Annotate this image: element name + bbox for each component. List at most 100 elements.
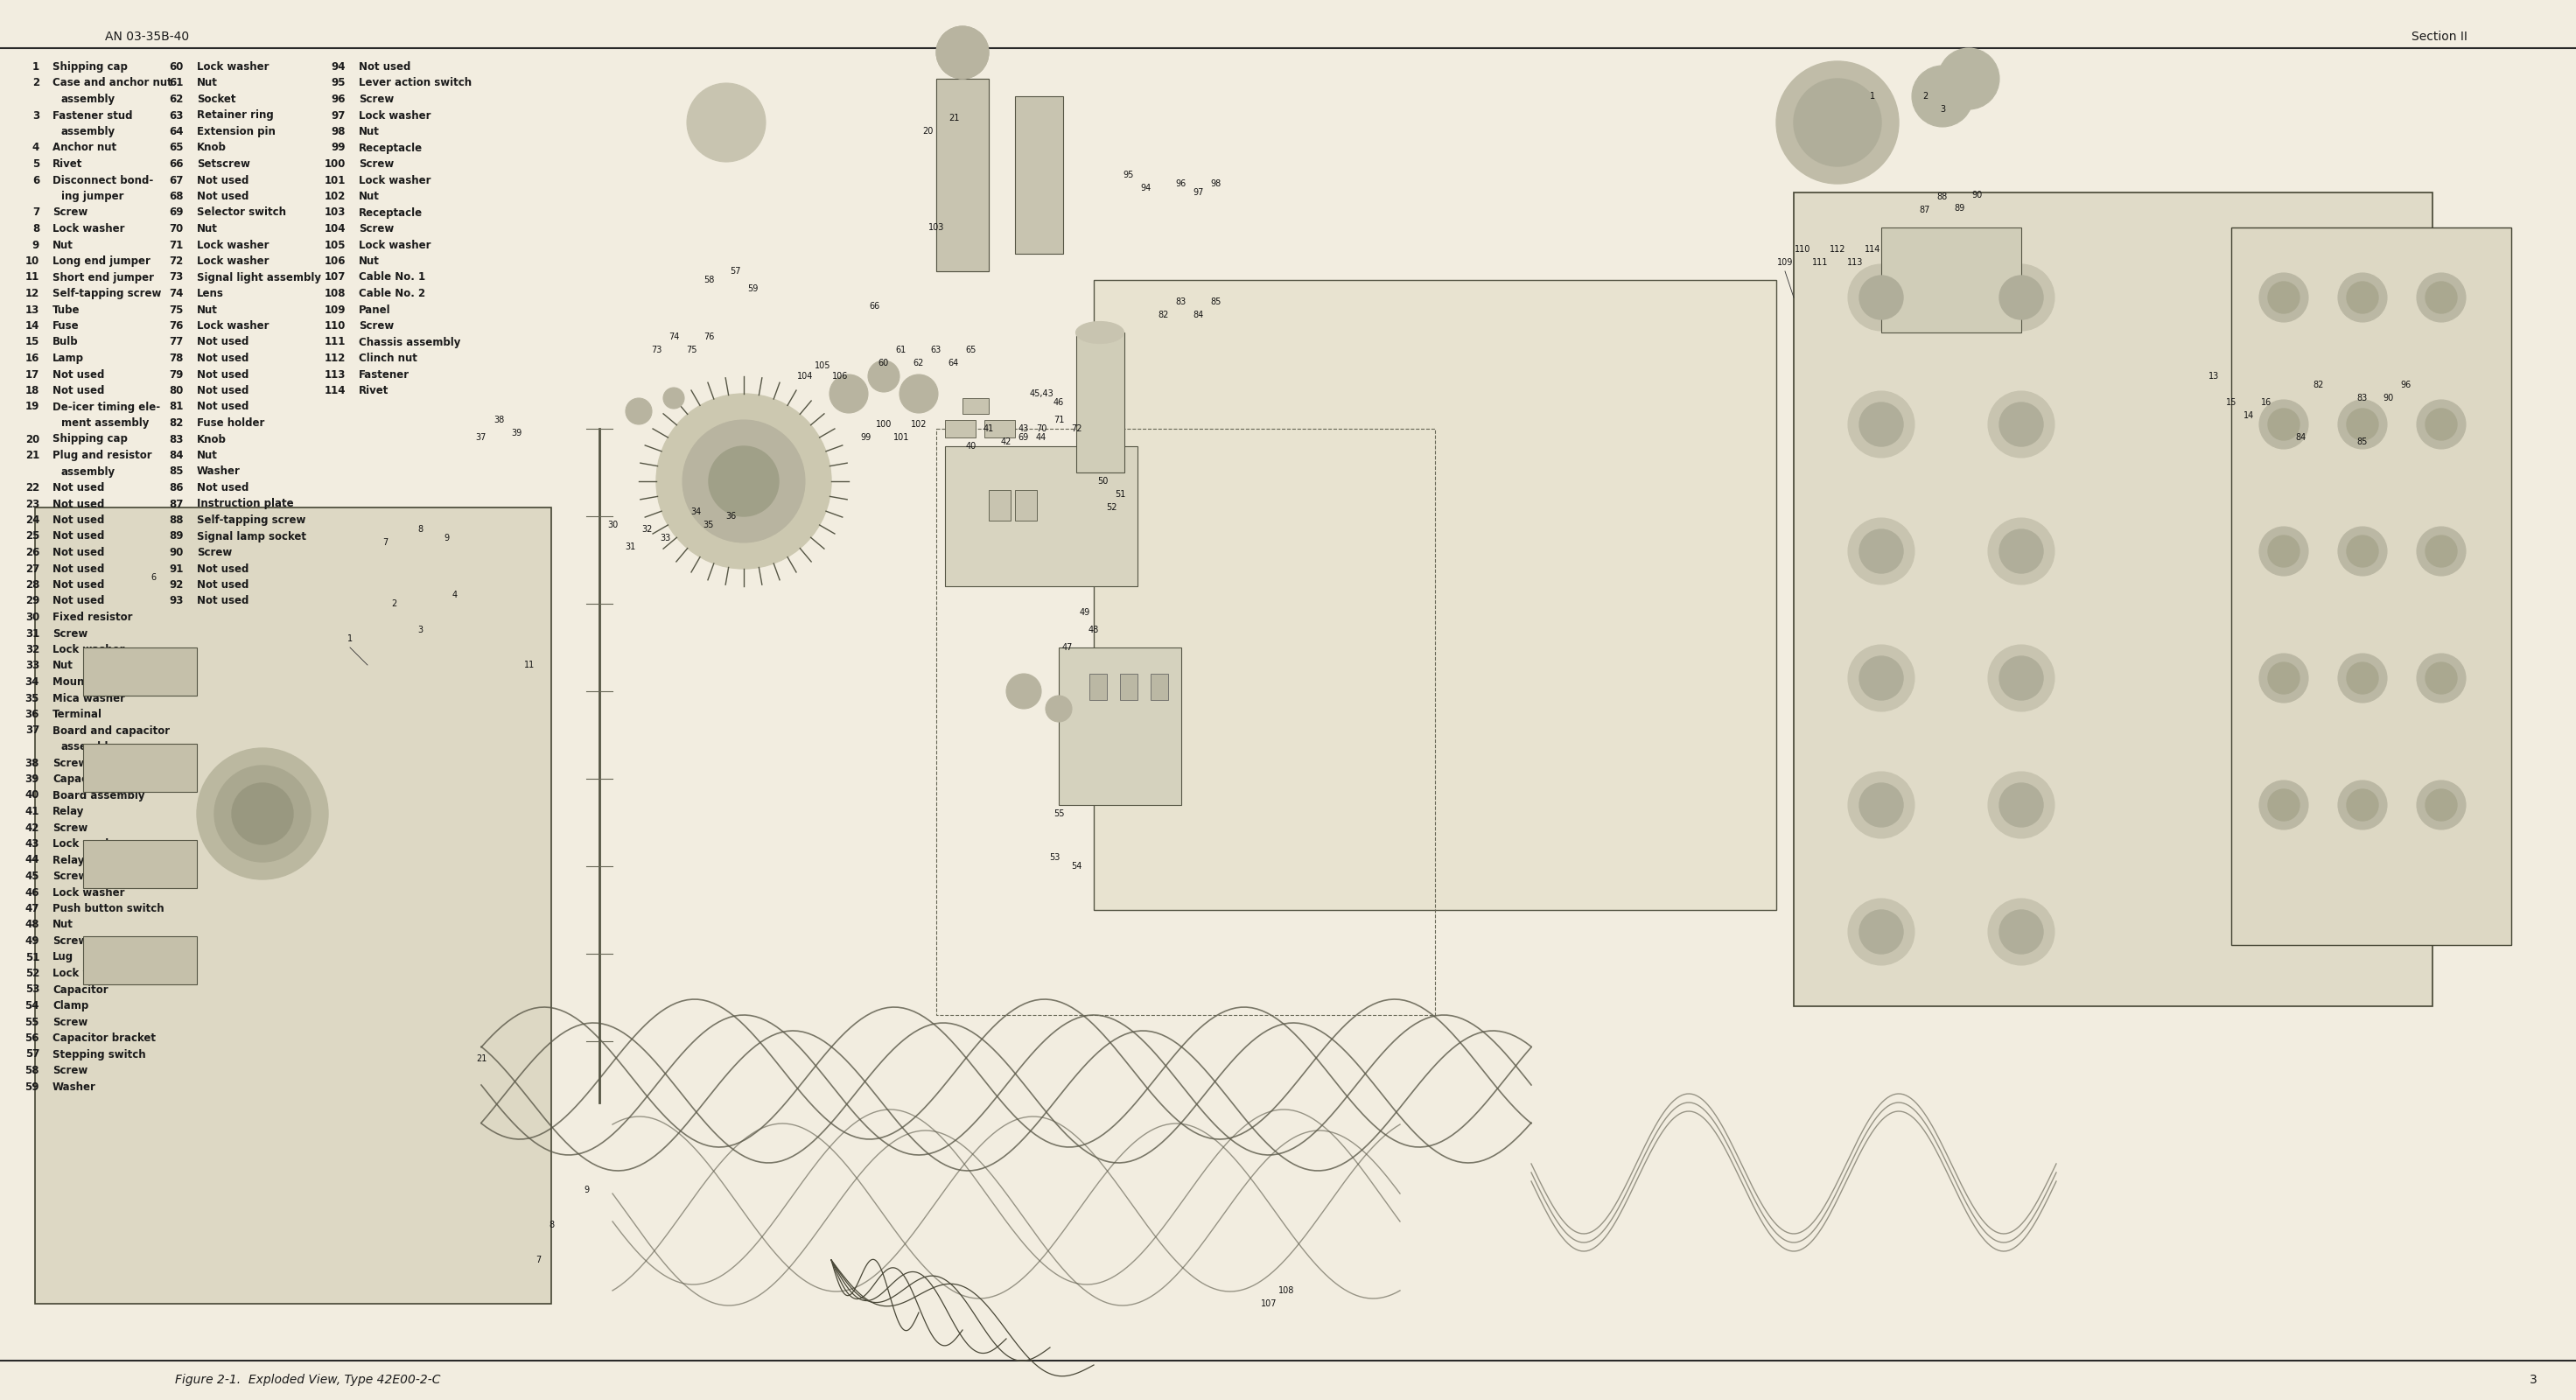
Text: 103: 103 [325,207,345,218]
Text: 33: 33 [659,533,670,542]
Text: 73: 73 [652,346,662,354]
Circle shape [2267,662,2300,694]
Circle shape [1860,783,1904,827]
Text: Selector switch: Selector switch [196,207,286,218]
Text: Not used: Not used [196,368,250,381]
Text: 99: 99 [332,143,345,154]
Text: assembly: assembly [62,94,116,105]
Circle shape [1989,518,2056,585]
Text: assembly: assembly [62,126,116,137]
Circle shape [1847,771,1914,839]
Text: 108: 108 [325,288,345,300]
Text: Screw: Screw [196,547,232,559]
Text: 7: 7 [536,1256,541,1264]
Text: Retainer ring: Retainer ring [196,109,273,122]
Text: Plug and resistor: Plug and resistor [52,449,152,461]
Circle shape [935,27,989,78]
Text: 2: 2 [1922,92,1927,101]
Circle shape [1860,403,1904,447]
Bar [963,398,989,414]
Text: 56: 56 [26,1033,39,1044]
Text: Screw: Screw [52,822,88,833]
Text: Figure 2-1.  Exploded View, Type 42E00-2-C: Figure 2-1. Exploded View, Type 42E00-2-… [175,1373,440,1386]
Text: 7: 7 [381,538,389,547]
Text: 111: 111 [1811,258,1829,267]
Bar [935,78,989,272]
Text: 110: 110 [325,321,345,332]
Circle shape [1847,899,1914,965]
Text: Board assembly: Board assembly [52,790,144,801]
Text: 69: 69 [1018,433,1028,442]
Bar [1793,192,2432,1007]
Circle shape [1989,265,2056,330]
Text: 38: 38 [26,757,39,769]
Text: Case and anchor nut: Case and anchor nut [52,77,173,88]
Text: Lock washer: Lock washer [358,109,430,122]
Text: 61: 61 [170,77,183,88]
Text: 20: 20 [26,434,39,445]
Text: ing jumper: ing jumper [62,190,124,202]
Text: 21: 21 [26,449,39,461]
Text: Bulb: Bulb [52,336,77,347]
Text: 104: 104 [796,372,814,381]
Text: Not used: Not used [52,498,106,510]
Text: Nut: Nut [52,239,72,251]
Text: 49: 49 [26,935,39,946]
Text: 112: 112 [1829,245,1844,253]
Text: 83: 83 [2357,393,2367,403]
Text: Screw: Screw [52,207,88,218]
Text: 8: 8 [31,223,39,234]
Text: 37: 37 [477,433,487,442]
Text: 10: 10 [26,255,39,267]
Text: Disconnect bond-: Disconnect bond- [52,175,155,186]
Text: Screw: Screw [52,871,88,882]
Text: Nut: Nut [196,304,219,315]
Circle shape [214,766,312,862]
Text: 109: 109 [1777,258,1793,267]
Text: 7: 7 [33,207,39,218]
Text: Lock washer: Lock washer [196,62,268,73]
Text: 33: 33 [26,661,39,672]
Text: 113: 113 [325,368,345,381]
Text: 44: 44 [1036,433,1046,442]
Text: 30: 30 [26,612,39,623]
Text: 52: 52 [26,967,39,979]
Circle shape [688,83,765,162]
Circle shape [2427,535,2458,567]
Text: Not used: Not used [196,563,250,574]
Text: 3: 3 [33,109,39,122]
Bar [935,78,989,272]
Text: 39: 39 [26,773,39,785]
Circle shape [2259,781,2308,829]
Text: 40: 40 [966,442,976,451]
Text: 6: 6 [31,175,39,186]
Text: 107: 107 [1260,1299,1278,1308]
Circle shape [899,374,938,413]
Circle shape [2347,662,2378,694]
Circle shape [2339,654,2388,703]
Text: 13: 13 [26,304,39,315]
Text: 73: 73 [170,272,183,283]
Text: 85: 85 [170,466,183,477]
Text: 88: 88 [170,514,183,526]
Text: 78: 78 [170,353,183,364]
Circle shape [1989,391,2056,458]
Circle shape [2427,281,2458,314]
Text: 39: 39 [510,428,520,437]
Text: 51: 51 [26,952,39,963]
Text: Screw: Screw [52,627,88,640]
Text: Rivet: Rivet [52,158,82,169]
Circle shape [2267,790,2300,820]
Text: 95: 95 [1123,171,1133,179]
Text: 82: 82 [2313,381,2324,389]
Text: Setscrew: Setscrew [196,158,250,169]
Text: 30: 30 [608,521,618,529]
Text: Cable No. 2: Cable No. 2 [358,288,425,300]
Text: 63: 63 [170,109,183,122]
Text: 60: 60 [170,62,183,73]
Circle shape [2427,790,2458,820]
Text: 92: 92 [170,580,183,591]
Text: Rivet: Rivet [358,385,389,396]
Circle shape [1999,910,2043,953]
Bar [984,420,1015,437]
